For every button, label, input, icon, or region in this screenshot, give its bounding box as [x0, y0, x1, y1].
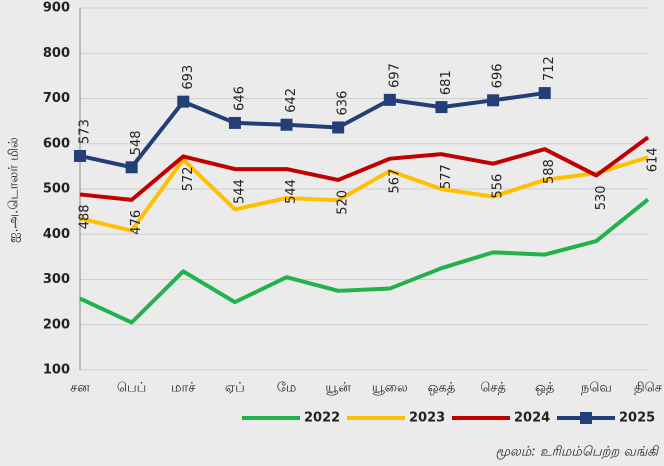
y-tick-label: 200: [43, 317, 70, 332]
data-label: 544: [232, 179, 247, 204]
x-tick-label: பெப்: [117, 381, 146, 396]
data-label: 572: [181, 166, 196, 191]
data-label: 556: [491, 174, 506, 199]
marker: [487, 94, 500, 107]
legend-label: 2022: [304, 411, 340, 426]
series-line: [79, 155, 649, 233]
source: மூலம்: உரிமம்பெற்ற வங்கி: [496, 445, 660, 461]
y-tick-label: 100: [43, 363, 70, 378]
data-label: 476: [129, 210, 144, 235]
x-tick-label: யூன்: [325, 381, 351, 396]
data-label: 636: [336, 91, 351, 116]
data-label: 693: [181, 65, 196, 90]
marker: [538, 87, 551, 100]
x-tick-label: நவெ: [581, 381, 612, 396]
data-label: 530: [594, 185, 609, 210]
x-tick-label: ஒகத்: [428, 381, 456, 396]
marker: [228, 116, 241, 129]
y-tick-label: 800: [43, 46, 70, 61]
x-tick-label: மாச்: [171, 381, 195, 396]
data-label: 567: [387, 169, 402, 194]
y-axis-label: ஐ.அ.டொலர் மில்: [7, 137, 22, 243]
data-label: 681: [439, 70, 454, 95]
x-tick-label: மே: [277, 381, 297, 396]
y-tick-label: 400: [43, 227, 70, 242]
legend-label: 2025: [619, 411, 655, 426]
marker: [383, 93, 396, 106]
legend-label: 2024: [514, 411, 550, 426]
x-tick-label: சன: [70, 381, 90, 396]
marker: [177, 95, 190, 108]
y-tick-label: 500: [43, 182, 70, 197]
data-label: 488: [78, 204, 93, 229]
y-tick-label: 700: [43, 91, 70, 106]
y-tick-label: 600: [43, 136, 70, 151]
marker: [125, 161, 138, 174]
data-label: 520: [336, 190, 351, 215]
y-tick-label: 900: [43, 1, 70, 16]
data-label: 712: [542, 56, 557, 81]
data-label: 697: [387, 63, 402, 88]
series-line: [79, 135, 650, 202]
data-label: 573: [78, 119, 93, 144]
y-tick-label: 300: [43, 272, 70, 287]
x-tick-label: செத்: [480, 381, 506, 396]
x-tick-label: யூலை: [372, 381, 408, 396]
marker: [280, 118, 293, 131]
data-label: 588: [542, 159, 557, 184]
data-label: 548: [129, 130, 144, 155]
series-line: [79, 91, 546, 170]
data-label: 696: [491, 63, 506, 88]
data-label: 642: [284, 88, 299, 113]
x-tick-label: ஒத்: [535, 381, 554, 396]
x-tick-label: திசெ: [634, 381, 662, 396]
data-label: 577: [439, 164, 454, 189]
data-label: 614: [646, 147, 661, 172]
data-label: 544: [284, 179, 299, 204]
marker: [435, 101, 448, 114]
legend-label: 2023: [409, 411, 445, 426]
marker: [332, 121, 345, 134]
series-line: [79, 197, 650, 325]
data-label: 646: [232, 86, 247, 111]
x-tick-label: ஏப்: [225, 381, 245, 396]
legend-marker: [580, 412, 592, 424]
marker: [74, 149, 86, 162]
